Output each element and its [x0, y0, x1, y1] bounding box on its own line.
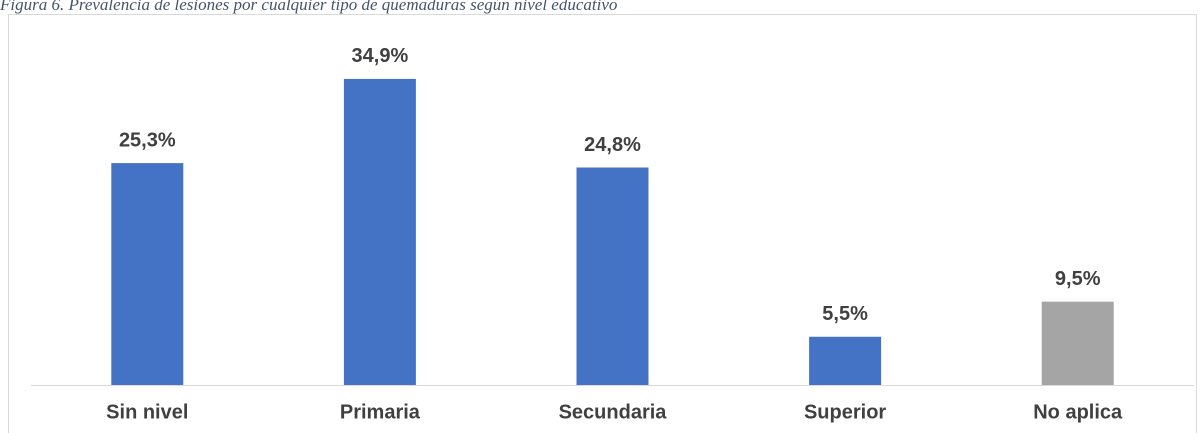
- x-tick-label: Secundaria: [559, 401, 668, 423]
- bar: [809, 336, 882, 385]
- data-label: 34,9%: [352, 45, 409, 67]
- bar: [1041, 301, 1114, 385]
- data-label: 24,8%: [584, 134, 641, 156]
- bar: [576, 167, 649, 385]
- chart-title: Figura 6. Prevalencia de lesiones por cu…: [0, 0, 617, 14]
- x-tick-label: Superior: [804, 401, 886, 423]
- bar: [111, 163, 184, 385]
- data-label: 9,5%: [1055, 268, 1101, 290]
- bar: [343, 78, 416, 385]
- data-label: 5,5%: [822, 303, 868, 325]
- x-tick-label: Sin nivel: [106, 401, 188, 423]
- x-tick-label: Primaria: [340, 401, 421, 423]
- data-label: 25,3%: [119, 129, 176, 151]
- x-tick-label: No aplica: [1033, 401, 1123, 423]
